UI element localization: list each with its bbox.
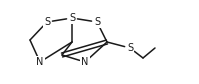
Text: N: N [81,57,89,67]
Text: N: N [36,57,44,67]
Text: S: S [94,17,100,27]
Text: S: S [69,13,75,23]
Text: S: S [44,17,50,27]
Text: S: S [127,43,133,53]
